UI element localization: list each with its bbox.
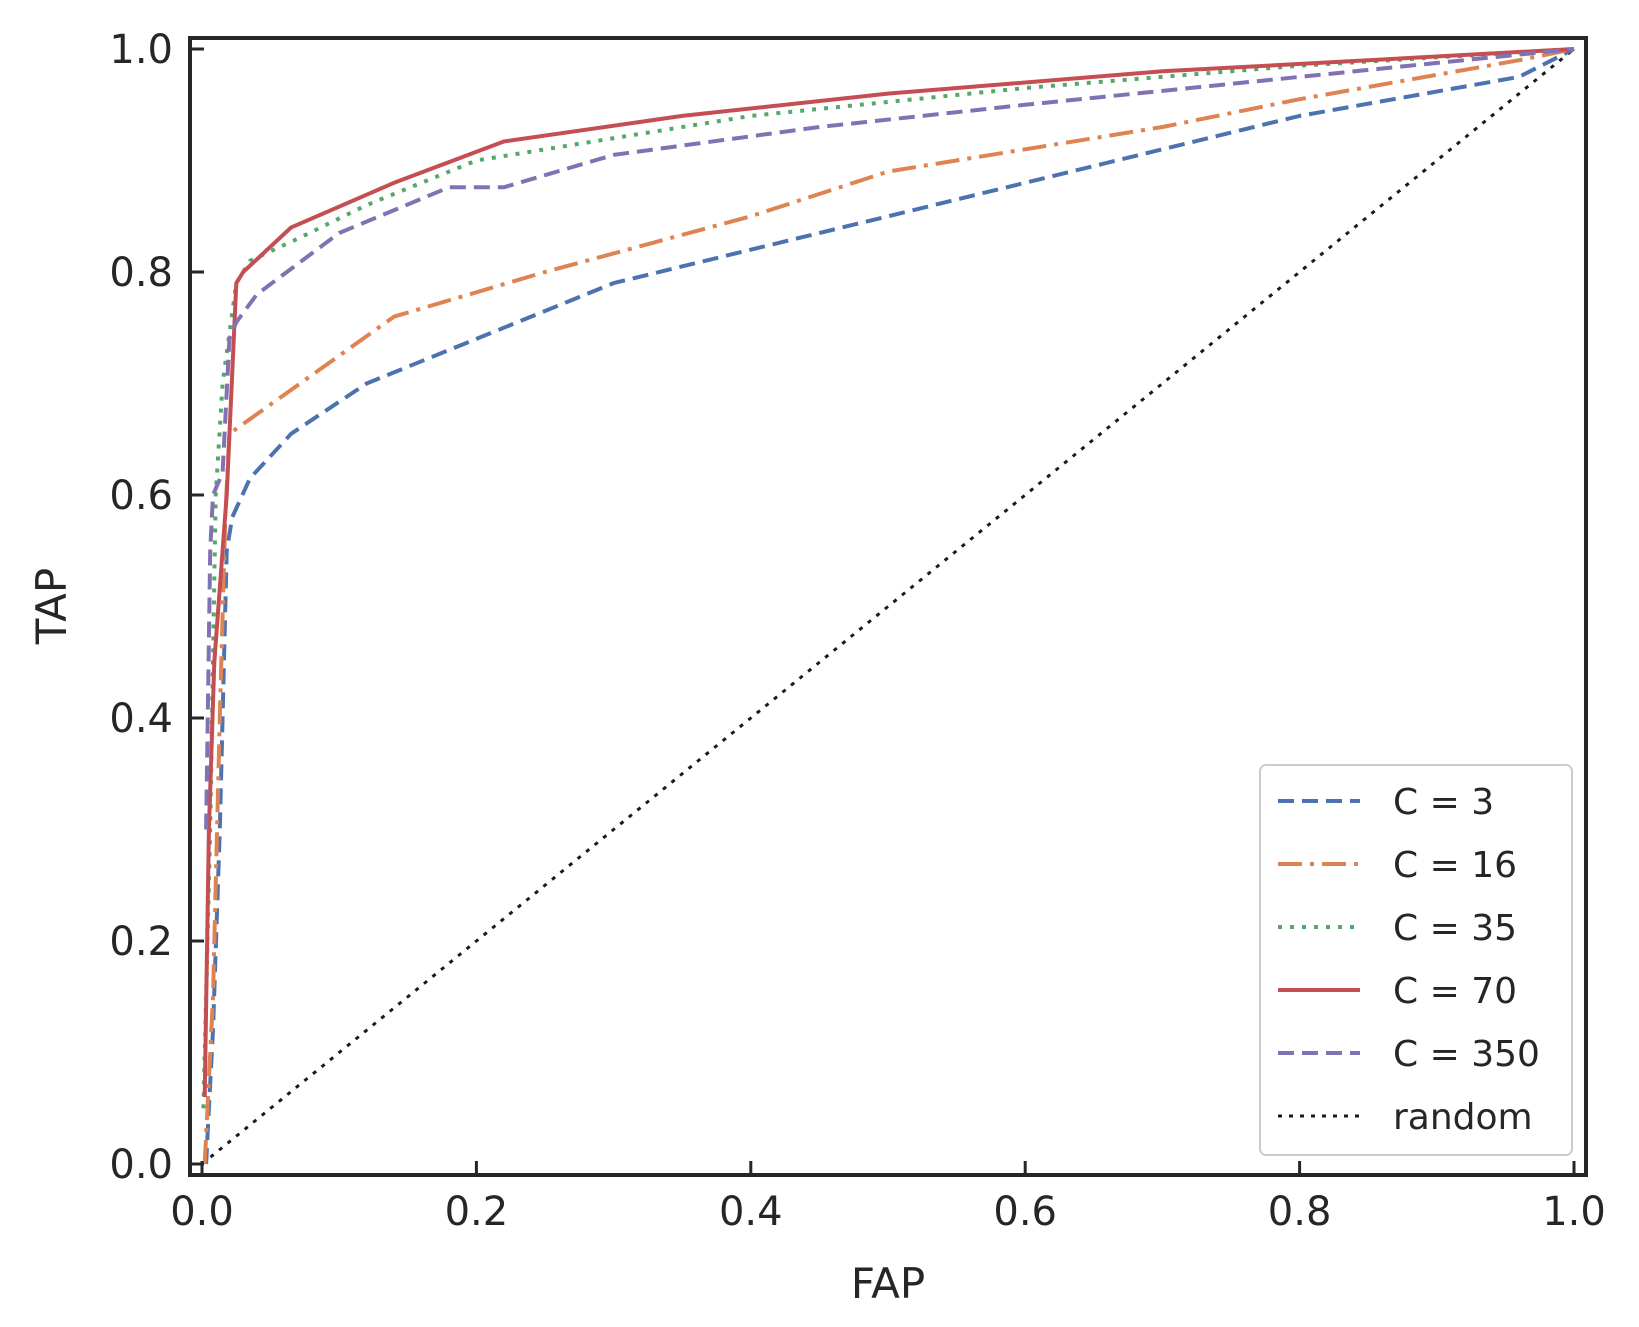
y-axis-label: TAP: [27, 568, 76, 645]
legend-label-random: random: [1393, 1097, 1533, 1138]
y-tick-label: 1.0: [109, 27, 173, 73]
x-tick-label: 0.8: [1268, 1189, 1332, 1235]
plot-lines: [201, 47, 1575, 1166]
x-axis-label: FAP: [851, 1259, 925, 1308]
y-tick-label: 0.2: [109, 919, 173, 965]
series-line-c-70: [202, 47, 1575, 1098]
legend-label-c-35: C = 35: [1393, 908, 1517, 949]
legend-label-c-70: C = 70: [1393, 971, 1517, 1012]
x-tick-label: 0.0: [170, 1189, 234, 1235]
y-tick-label: 0.6: [109, 473, 173, 519]
y-axis-ticks: 0.0 0.2 0.4 0.6 0.8 1.0: [109, 27, 204, 1188]
legend-label-c-16: C = 16: [1393, 845, 1517, 886]
x-axis-ticks: 0.0 0.2 0.4 0.6 0.8 1.0: [170, 1161, 1606, 1235]
y-tick-label: 0.4: [109, 696, 173, 742]
series-line-c-35: [201, 47, 1575, 1109]
plot-frame: [188, 36, 1588, 1177]
legend: C = 3 C = 16 C = 35 C = 70 C = 350 random: [1259, 764, 1573, 1156]
y-tick-label: 0.0: [109, 1142, 173, 1188]
legend-label-c-350: C = 350: [1393, 1034, 1540, 1075]
series-line-c-350: [204, 47, 1575, 830]
series-line-c-16: [202, 47, 1575, 1165]
y-tick-label: 0.8: [109, 250, 173, 296]
x-tick-label: 0.6: [993, 1189, 1057, 1235]
x-tick-label: 0.4: [719, 1189, 783, 1235]
legend-label-c-3: C = 3: [1393, 782, 1494, 823]
x-tick-label: 0.2: [445, 1189, 509, 1235]
series-line-random: [201, 47, 1575, 1166]
series-line-c-3: [204, 47, 1575, 1165]
x-tick-label: 1.0: [1542, 1189, 1606, 1235]
